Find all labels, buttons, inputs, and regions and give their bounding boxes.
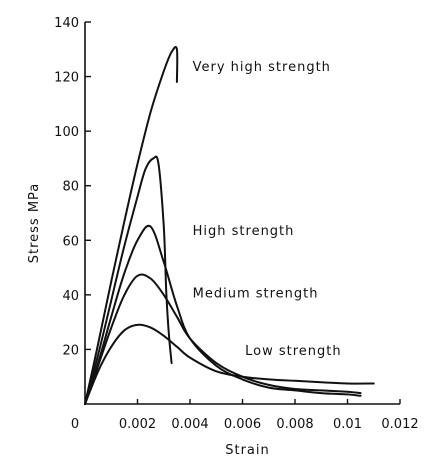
x-axis-label: Strain [225,443,270,458]
curve-medium-strength [84,224,362,405]
x-tick-label: 0.012 [381,417,418,432]
curves [84,46,375,405]
y-tick-label: 140 [54,16,79,31]
x-tick-label: 0.01 [333,417,362,432]
y-axis-label: Stress MPa [27,183,42,264]
x-tick-label: 0.004 [171,417,208,432]
y-tick-label: 120 [54,71,79,86]
x-tick-label: 0 [71,417,79,432]
curve-very-high-strength [84,46,179,405]
curve-labels: Very high strength High strength Medium st… [193,60,342,359]
y-tick-label: 80 [62,180,79,195]
y-tick-label: 100 [54,125,79,140]
x-tick-label: 0.008 [276,417,313,432]
curve-low-strength [84,323,375,405]
label-low-strength: Low strength [245,344,342,359]
x-tick-label: 0.002 [119,417,156,432]
label-high-strength: High strength [193,224,295,239]
y-tick-label: 20 [62,343,79,358]
label-very-high-strength: Very high strength [193,60,331,75]
axes: 20 40 60 80 100 120 140 0 0.002 0.004 0.006 0.008 0.… [54,16,418,432]
x-tick-label: 0.006 [224,417,261,432]
curve-medium-strength [84,273,362,405]
y-tick-label: 60 [62,234,79,249]
label-medium-strength: Medium strength [193,287,319,302]
y-tick-label: 40 [62,289,79,304]
